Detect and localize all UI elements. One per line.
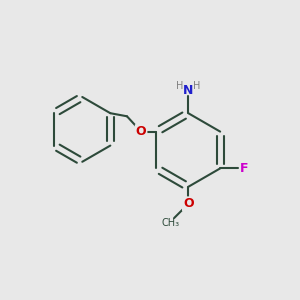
Text: F: F: [240, 162, 248, 175]
Text: N: N: [183, 84, 194, 97]
Text: H: H: [176, 81, 183, 91]
Text: CH₃: CH₃: [161, 218, 180, 228]
Text: O: O: [136, 125, 146, 138]
Text: H: H: [194, 81, 201, 91]
Text: O: O: [183, 197, 194, 210]
